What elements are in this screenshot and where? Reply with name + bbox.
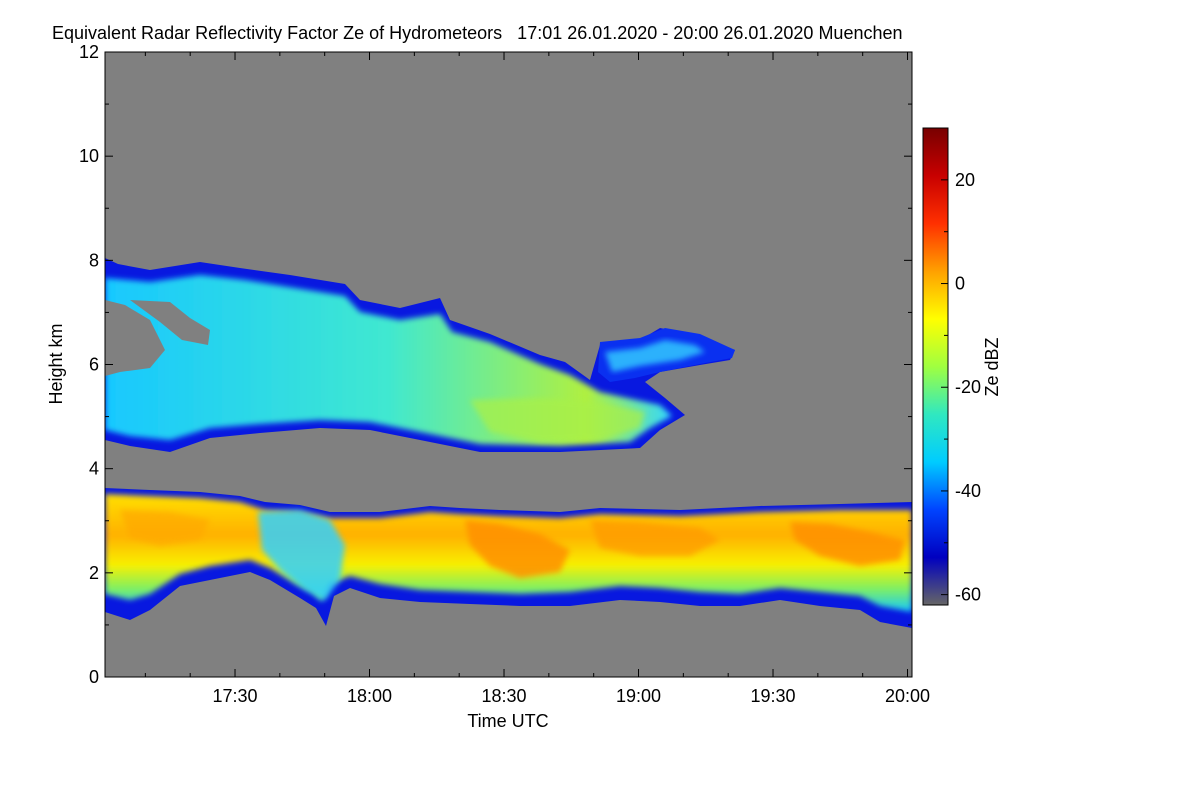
y-axis-ticks: 0 2 4 6 8 10 12 bbox=[79, 42, 912, 687]
colorbar-ticks: -60 -40 -20 0 20 bbox=[941, 127, 981, 605]
lower-cloud-core-4 bbox=[120, 510, 210, 546]
colorbar-label: Ze dBZ bbox=[982, 337, 1002, 396]
plot-area bbox=[105, 52, 912, 677]
x-tick-label-5: 20:00 bbox=[885, 686, 930, 706]
lower-cloud-core-2 bbox=[590, 520, 720, 556]
lower-cloud-break bbox=[258, 510, 345, 600]
x-tick-label-4: 19:30 bbox=[750, 686, 795, 706]
y-tick-label-2: 4 bbox=[89, 459, 99, 479]
lower-cloud-core-1 bbox=[465, 520, 570, 578]
chart-title: Equivalent Radar Reflectivity Factor Ze … bbox=[52, 23, 903, 43]
y-axis-label: Height km bbox=[46, 323, 66, 404]
x-axis-ticks: 17:30 18:00 18:30 19:00 19:30 20:00 bbox=[144, 52, 930, 706]
colorbar-tick-label-2: -20 bbox=[955, 377, 981, 397]
upper-cloud-layer bbox=[105, 258, 735, 452]
x-tick-label-1: 18:00 bbox=[347, 686, 392, 706]
upper-cloud-core bbox=[470, 398, 645, 442]
x-tick-label-2: 18:30 bbox=[481, 686, 526, 706]
x-tick-label-0: 17:30 bbox=[212, 686, 257, 706]
lower-cloud-layer bbox=[105, 488, 912, 628]
upper-cloud-gap-2 bbox=[130, 300, 210, 345]
colorbar-tick-label-0: -60 bbox=[955, 585, 981, 605]
y-tick-label-0: 0 bbox=[89, 667, 99, 687]
colorbar-tick-label-3: 0 bbox=[955, 274, 965, 294]
colorbar bbox=[922, 127, 949, 606]
x-axis-label: Time UTC bbox=[467, 711, 548, 731]
colorbar-tick-label-4: 20 bbox=[955, 170, 975, 190]
upper-cloud-gap-1 bbox=[105, 300, 165, 376]
y-tick-label-5: 10 bbox=[79, 146, 99, 166]
x-tick-label-3: 19:00 bbox=[616, 686, 661, 706]
lower-cloud-core-3 bbox=[790, 522, 905, 566]
y-tick-label-1: 2 bbox=[89, 563, 99, 583]
y-tick-label-3: 6 bbox=[89, 355, 99, 375]
y-tick-label-4: 8 bbox=[89, 250, 99, 270]
upper-cloud-fragment-inner bbox=[605, 340, 705, 372]
colorbar-tick-label-1: -40 bbox=[955, 481, 981, 501]
y-tick-label-6: 12 bbox=[79, 42, 99, 62]
